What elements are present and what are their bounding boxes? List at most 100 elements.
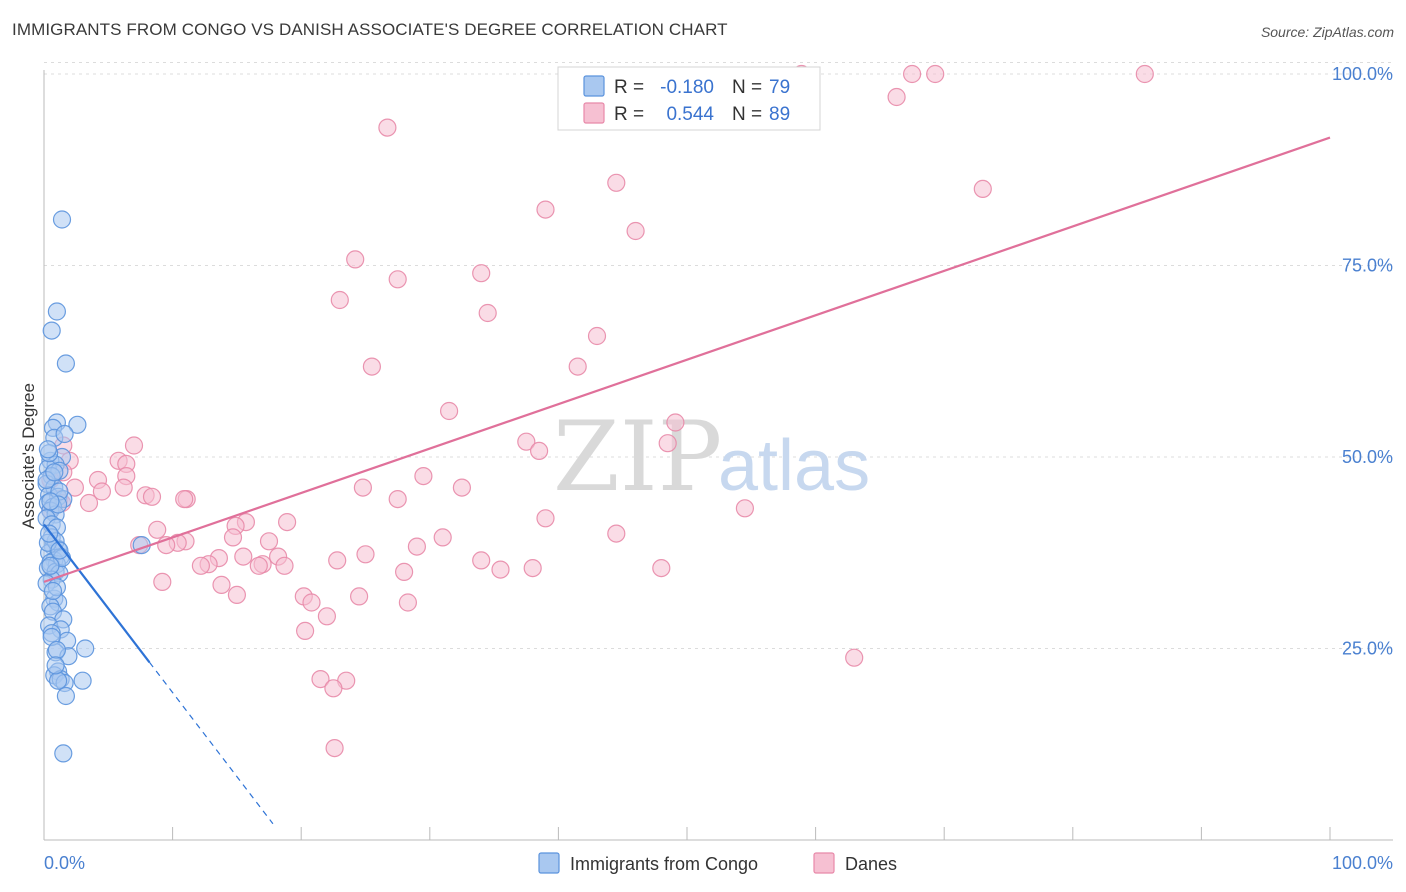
- point-danes-75: [523, 558, 542, 578]
- point-congo-75: [46, 656, 65, 675]
- point-danes-13: [330, 290, 349, 310]
- point-congo-1: [47, 302, 67, 321]
- point-danes-28: [414, 467, 433, 486]
- trend-line-congo-extension: [148, 661, 274, 825]
- point-danes-21: [658, 434, 677, 453]
- point-congo-76: [50, 541, 69, 560]
- point-congo-74: [47, 640, 67, 660]
- point-danes-33: [114, 478, 133, 497]
- legend-congo-r-label: R =: [614, 77, 644, 98]
- point-congo-78: [38, 440, 58, 459]
- series-legend-label-danes: Danes: [845, 854, 897, 874]
- legend-congo-n-value: 79: [769, 77, 790, 98]
- point-danes-53: [607, 524, 626, 543]
- watermark-atlas: atlas: [718, 426, 870, 506]
- point-danes-77: [153, 572, 172, 592]
- point-danes-71: [249, 556, 268, 575]
- point-danes-61: [407, 537, 426, 556]
- data-points: [37, 64, 1154, 763]
- point-danes-70: [191, 556, 210, 575]
- point-danes-20: [517, 432, 536, 451]
- point-danes-79: [350, 587, 369, 606]
- point-congo-3: [56, 354, 76, 373]
- point-danes-35: [353, 478, 372, 497]
- legend-swatch-congo: [583, 75, 605, 97]
- trend-lines: [43, 136, 1331, 825]
- legend-danes-n-label: N =: [732, 104, 762, 125]
- point-danes-55: [223, 528, 243, 547]
- point-danes-76: [652, 558, 671, 578]
- series-legend: Immigrants from Congo Danes: [538, 852, 897, 874]
- point-danes-12: [388, 270, 407, 289]
- point-congo-2: [42, 321, 61, 340]
- point-danes-84: [317, 607, 336, 626]
- point-danes-89: [324, 679, 343, 698]
- legend-danes-n-value: 89: [769, 104, 790, 125]
- point-congo-65: [41, 556, 60, 575]
- legend-congo-r-value: -0.180: [660, 77, 714, 98]
- stats-legend: R = -0.180 N = 79 R = 0.544 N = 89: [557, 66, 821, 131]
- point-danes-86: [845, 648, 864, 667]
- series-legend-swatch-danes: [813, 852, 835, 874]
- y-tick-label-50: 50.0%: [1342, 447, 1393, 467]
- point-danes-52: [148, 520, 167, 539]
- y-axis-title: Associate's Degree: [19, 383, 38, 529]
- point-danes-42: [79, 493, 99, 513]
- point-danes-80: [227, 585, 246, 605]
- point-danes-1: [902, 64, 922, 84]
- point-congo-70: [55, 424, 74, 444]
- point-danes-39: [142, 487, 162, 506]
- point-danes-85: [296, 621, 315, 641]
- trend-line-danes: [43, 136, 1331, 583]
- point-danes-72: [275, 556, 294, 575]
- point-danes-9: [626, 221, 645, 241]
- point-danes-73: [395, 562, 414, 582]
- point-congo-58: [54, 744, 73, 763]
- point-danes-90: [325, 738, 344, 758]
- point-congo-67: [43, 581, 63, 601]
- point-congo-0: [52, 210, 72, 229]
- x-tick-label-100: 100.0%: [1332, 853, 1393, 873]
- point-danes-4: [887, 87, 906, 107]
- point-danes-54: [433, 528, 452, 547]
- y-tick-labels: 25.0% 50.0% 75.0% 100.0%: [1332, 64, 1393, 659]
- point-danes-82: [398, 593, 417, 612]
- point-danes-46: [735, 499, 755, 518]
- point-danes-45: [388, 490, 407, 509]
- legend-congo-n-label: N =: [732, 77, 762, 98]
- point-danes-36: [452, 478, 471, 497]
- point-danes-19: [666, 413, 685, 432]
- point-danes-8: [536, 200, 555, 219]
- point-danes-62: [356, 545, 375, 564]
- legend-danes-r-label: R =: [614, 104, 644, 125]
- point-danes-23: [529, 441, 549, 460]
- point-danes-83: [302, 593, 321, 612]
- point-danes-68: [472, 551, 491, 570]
- point-danes-3: [1135, 64, 1154, 84]
- legend-swatch-danes: [583, 102, 605, 124]
- point-danes-57: [259, 532, 279, 551]
- point-danes-38: [92, 482, 112, 501]
- y-tick-label-100: 100.0%: [1332, 64, 1393, 84]
- point-danes-7: [973, 179, 992, 198]
- trend-line-congo: [43, 523, 151, 663]
- point-danes-44: [175, 490, 194, 509]
- x-ticks: [43, 827, 1331, 840]
- y-tick-label-25: 25.0%: [1342, 639, 1393, 659]
- legend-danes-r-value: 0.544: [666, 104, 714, 125]
- point-congo-55: [48, 671, 68, 690]
- y-tick-label-75: 75.0%: [1342, 256, 1393, 276]
- watermark-zip: ZIP: [553, 401, 722, 513]
- point-danes-2: [926, 64, 945, 84]
- point-danes-10: [346, 250, 365, 269]
- point-danes-78: [212, 575, 231, 595]
- point-danes-63: [234, 547, 253, 566]
- chart-title: IMMIGRANTS FROM CONGO VS DANISH ASSOCIAT…: [12, 20, 728, 39]
- series-legend-swatch-congo: [538, 852, 560, 874]
- point-danes-16: [362, 357, 381, 376]
- point-danes-11: [472, 264, 491, 283]
- point-danes-18: [440, 401, 459, 421]
- point-congo-56: [73, 671, 92, 690]
- point-danes-50: [278, 512, 297, 532]
